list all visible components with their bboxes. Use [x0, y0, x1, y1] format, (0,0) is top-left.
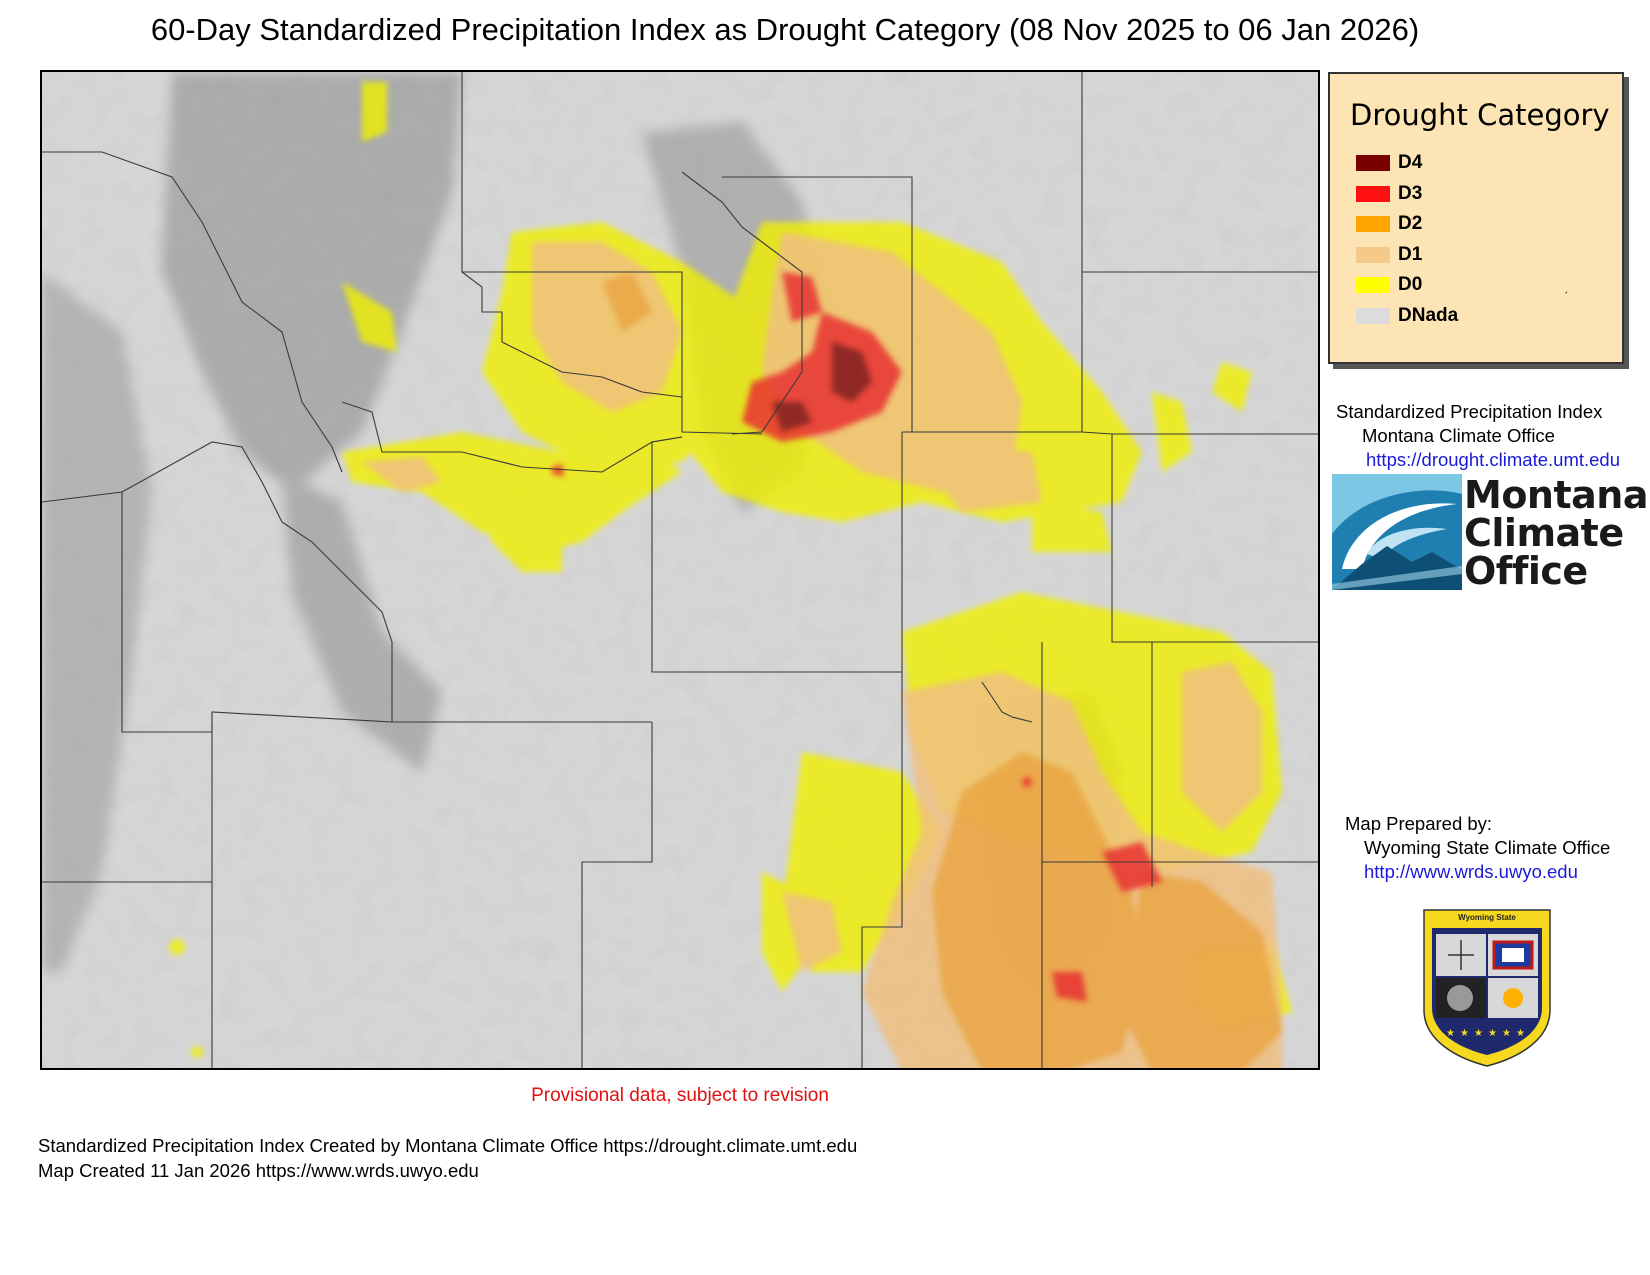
spi-credit-link[interactable]: https://drought.climate.umt.edu: [1366, 449, 1620, 470]
legend-list: D4 D3 D2 D1 D0 DNada: [1356, 148, 1458, 331]
svg-text:★: ★: [1516, 1028, 1525, 1039]
legend-item-d2: D2: [1356, 209, 1458, 240]
svg-text:★: ★: [1474, 1028, 1483, 1039]
legend-swatch-dnada: [1356, 307, 1390, 324]
map-title: 60-Day Standardized Precipitation Index …: [150, 12, 1420, 47]
legend-item-d1: D1: [1356, 240, 1458, 271]
svg-text:★: ★: [1460, 1028, 1469, 1039]
legend-label: DNada: [1398, 304, 1459, 326]
mco-logo-line3: Office: [1464, 549, 1588, 593]
spi-credit-line1: Standardized Precipitation Index: [1336, 401, 1603, 422]
svg-text:★: ★: [1502, 1028, 1511, 1039]
legend-item-d4: D4: [1356, 148, 1458, 179]
mco-logo-line1: Montana: [1464, 473, 1648, 517]
spi-credit: Standardized Precipitation Index Montana…: [1336, 400, 1620, 472]
legend-swatch-d0: [1356, 277, 1390, 294]
mco-logo-text: Montana Climate Office: [1464, 476, 1648, 590]
legend-label: D0: [1398, 274, 1423, 296]
legend-swatch-d4: [1356, 155, 1390, 172]
montana-climate-office-logo[interactable]: Montana Climate Office: [1332, 474, 1648, 590]
footer-line-1: Standardized Precipitation Index Created…: [38, 1135, 858, 1156]
badge-stars: ★ ★ ★ ★ ★ ★: [1446, 1028, 1525, 1039]
mco-logo-line2: Climate: [1464, 511, 1624, 555]
legend-swatch-d2: [1356, 216, 1390, 233]
prepared-by-link[interactable]: http://www.wrds.uwyo.edu: [1364, 861, 1578, 882]
legend-label: D3: [1398, 182, 1423, 204]
wyoming-climate-office-badge[interactable]: Wyoming State Climate Office ★ ★ ★ ★ ★ ★: [1418, 900, 1556, 1068]
prepared-by-heading: Map Prepared by:: [1345, 813, 1493, 834]
svg-text:★: ★: [1488, 1028, 1497, 1039]
d2-regions: [602, 272, 1282, 1068]
drought-map[interactable]: [40, 70, 1320, 1070]
footer-line-2: Map Created 11 Jan 2026 https://www.wrds…: [38, 1160, 479, 1181]
legend-item-d3: D3: [1356, 179, 1458, 210]
legend-label: D4: [1398, 152, 1423, 174]
legend-swatch-d3: [1356, 185, 1390, 202]
spi-credit-line2: Montana Climate Office: [1362, 425, 1555, 446]
prepared-by-credit: Map Prepared by: Wyoming State Climate O…: [1345, 812, 1610, 884]
badge-text-line2: Climate Office: [1460, 921, 1514, 930]
provisional-note: Provisional data, subject to revision: [531, 1085, 829, 1106]
d4-regions: [772, 342, 872, 432]
legend-label: D2: [1398, 213, 1423, 235]
legend-title: Drought Category: [1350, 98, 1610, 132]
legend-panel: Drought Category D4 D3 D2 D1 D0 DNada ˏ: [1328, 72, 1624, 364]
legend-item-dnada: DNada: [1356, 301, 1458, 332]
county-boundaries: [42, 72, 1318, 1068]
mco-logo-graphic: [1332, 474, 1462, 590]
badge-text-line1: Wyoming State: [1458, 913, 1516, 922]
svg-text:★: ★: [1446, 1028, 1455, 1039]
legend-swatch-d1: [1356, 246, 1390, 263]
map-canvas: [42, 72, 1318, 1068]
legend-label: D1: [1398, 243, 1423, 265]
prepared-by-org: Wyoming State Climate Office: [1364, 837, 1611, 858]
legend-item-d0: D0: [1356, 270, 1458, 301]
legend-tick-mark: ˏ: [1564, 280, 1568, 294]
